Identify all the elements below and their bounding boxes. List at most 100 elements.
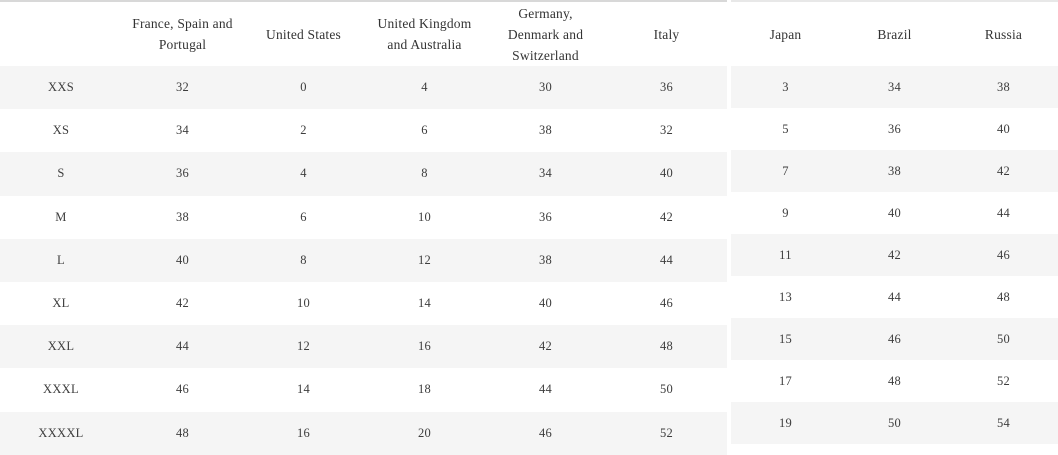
value-cell: 40 [840,192,949,234]
value-cell: 44 [606,238,727,282]
value-cell: 44 [485,368,606,412]
column-header: United States [243,1,364,66]
table-row: 13 44 48 [731,276,1058,318]
value-cell: 10 [243,281,364,326]
value-cell: 40 [949,108,1058,150]
size-label-cell: XXXXL [0,411,122,455]
value-cell: 6 [243,195,364,239]
column-header [0,1,122,66]
column-header: Germany, Denmark and Switzerland [485,1,606,66]
table-row: XXS 32 0 4 30 36 [0,66,727,110]
right-table-body: 3 34 38 5 36 40 7 38 42 9 40 44 11 42 46 13 44 48 15 46 50 17… [731,66,1058,444]
value-cell: 14 [364,281,485,326]
value-cell: 16 [364,325,485,369]
value-cell: 19 [731,402,840,444]
column-header: United Kingdom and Australia [364,1,485,66]
value-cell: 48 [949,276,1058,318]
value-cell: 12 [243,325,364,369]
value-cell: 40 [485,281,606,326]
value-cell: 46 [840,318,949,360]
column-header: Italy [606,1,727,66]
value-cell: 42 [606,195,727,239]
value-cell: 44 [840,276,949,318]
size-conversion-table-left: France, Spain and Portugal United States U… [0,0,727,455]
value-cell: 18 [364,368,485,412]
left-table-header-row: France, Spain and Portugal United States U… [0,1,727,66]
table-row: XXXL 46 14 18 44 50 [0,368,727,412]
value-cell: 50 [840,402,949,444]
value-cell: 38 [949,66,1058,108]
table-row: XS 34 2 6 38 32 [0,109,727,153]
value-cell: 8 [243,238,364,282]
table-row: XXXXL 48 16 20 46 52 [0,411,727,455]
size-conversion-table-right: Japan Brazil Russia 3 34 38 5 36 40 7 38 42 9 40 44 11… [731,0,1058,444]
value-cell: 38 [840,150,949,192]
column-header: Russia [949,1,1058,66]
size-label-cell: XL [0,281,122,326]
value-cell: 38 [485,109,606,153]
value-cell: 34 [485,152,606,196]
value-cell: 48 [122,411,243,455]
value-cell: 42 [840,234,949,276]
value-cell: 16 [243,411,364,455]
value-cell: 4 [243,152,364,196]
value-cell: 38 [122,195,243,239]
value-cell: 46 [606,281,727,326]
value-cell: 6 [364,109,485,153]
size-label-cell: XXL [0,325,122,369]
value-cell: 48 [840,360,949,402]
value-cell: 9 [731,192,840,234]
size-label-cell: XXXL [0,368,122,412]
value-cell: 17 [731,360,840,402]
value-cell: 20 [364,411,485,455]
value-cell: 40 [606,152,727,196]
table-row: 5 36 40 [731,108,1058,150]
value-cell: 42 [485,325,606,369]
value-cell: 34 [840,66,949,108]
table-row: 17 48 52 [731,360,1058,402]
column-header: Brazil [840,1,949,66]
value-cell: 13 [731,276,840,318]
table-row: S 36 4 8 34 40 [0,152,727,196]
value-cell: 54 [949,402,1058,444]
column-header: Japan [731,1,840,66]
value-cell: 52 [949,360,1058,402]
value-cell: 36 [606,66,727,110]
column-header: France, Spain and Portugal [122,1,243,66]
value-cell: 11 [731,234,840,276]
table-row: L 40 8 12 38 44 [0,238,727,282]
value-cell: 46 [485,411,606,455]
value-cell: 44 [949,192,1058,234]
value-cell: 44 [122,325,243,369]
value-cell: 40 [122,238,243,282]
table-row: XL 42 10 14 40 46 [0,281,727,326]
table-row: 9 40 44 [731,192,1058,234]
value-cell: 46 [122,368,243,412]
left-table-body: XXS 32 0 4 30 36 XS 34 2 6 38 32 S 36 4 8 34 40 M 38 6 10 36 42… [0,66,727,455]
table-row: XXL 44 12 16 42 48 [0,325,727,369]
size-label-cell: S [0,152,122,196]
value-cell: 15 [731,318,840,360]
table-row: 7 38 42 [731,150,1058,192]
value-cell: 50 [949,318,1058,360]
size-label-cell: M [0,195,122,239]
value-cell: 5 [731,108,840,150]
value-cell: 34 [122,109,243,153]
value-cell: 48 [606,325,727,369]
right-table-header-row: Japan Brazil Russia [731,1,1058,66]
table-row: 19 50 54 [731,402,1058,444]
value-cell: 0 [243,66,364,110]
value-cell: 36 [122,152,243,196]
value-cell: 8 [364,152,485,196]
value-cell: 12 [364,238,485,282]
size-label-cell: L [0,238,122,282]
size-label-cell: XS [0,109,122,153]
table-row: M 38 6 10 36 42 [0,195,727,239]
value-cell: 14 [243,368,364,412]
value-cell: 46 [949,234,1058,276]
value-cell: 7 [731,150,840,192]
table-row: 3 34 38 [731,66,1058,108]
value-cell: 4 [364,66,485,110]
size-label-cell: XXS [0,66,122,110]
